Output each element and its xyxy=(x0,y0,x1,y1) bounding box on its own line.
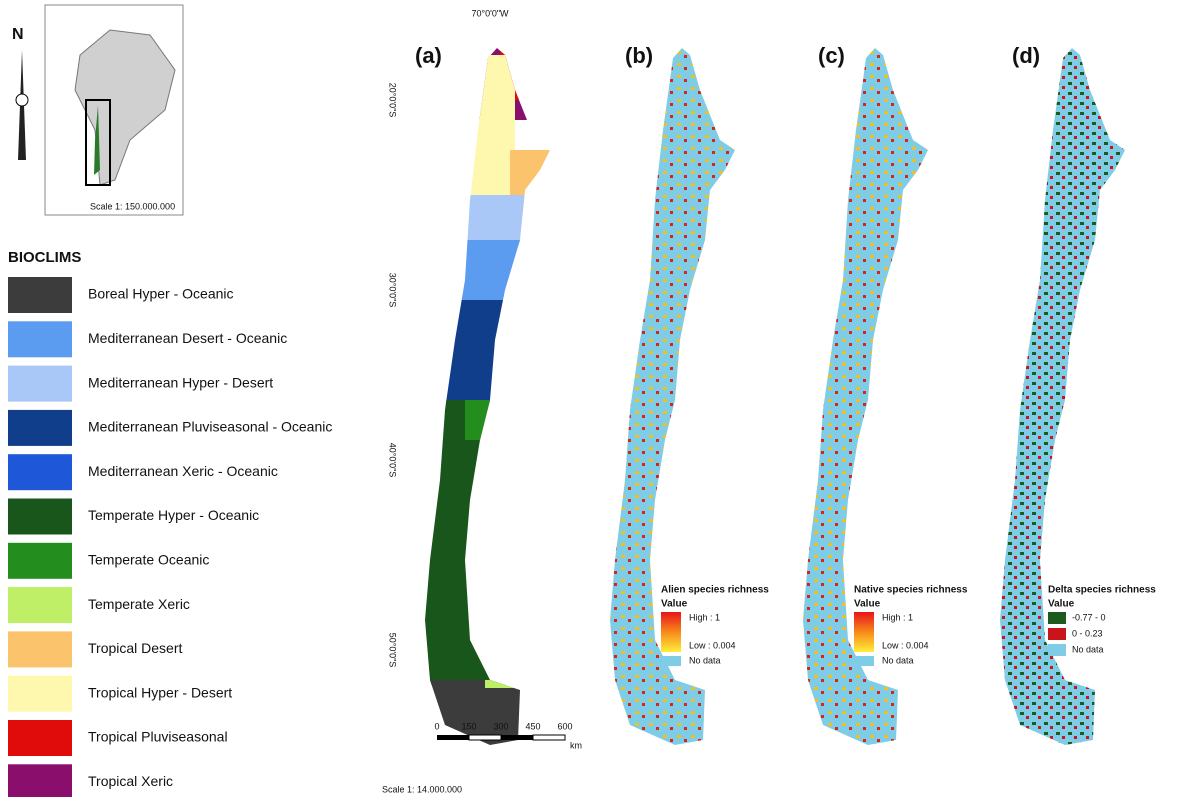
map-d xyxy=(1000,48,1125,745)
legend-label: Temperate Hyper - Oceanic xyxy=(88,507,259,523)
scale-tick-label: 300 xyxy=(493,721,508,731)
legend-swatch xyxy=(8,277,72,313)
legend-gradient xyxy=(661,612,681,652)
latitude-label: 40°0'0"S xyxy=(388,443,398,478)
scale-tick-label: 150 xyxy=(461,721,476,731)
legend-title: BIOCLIMS xyxy=(8,249,81,266)
panel-label: (d) xyxy=(1012,43,1040,68)
latitude-label: 20°0'0"S xyxy=(388,83,398,118)
legend-label: Boreal Hyper - Oceanic xyxy=(88,286,234,302)
legend-label: Temperate Oceanic xyxy=(88,552,209,568)
legend-label: Tropical Desert xyxy=(88,640,183,656)
legend-title: Delta species richness xyxy=(1048,585,1156,596)
scale-tick-label: 450 xyxy=(525,721,540,731)
inset-scale: Scale 1: 150.000.000 xyxy=(90,201,175,211)
legend-entry: Low : 0.004 xyxy=(882,640,929,650)
legend-entry: 0 - 0.23 xyxy=(1072,628,1103,638)
scale-tick-label: 600 xyxy=(557,721,572,731)
longitude-label: 70°0'0"W xyxy=(471,8,509,18)
latitude-label: 50°0'0"S xyxy=(388,633,398,668)
figure: Scale 1: 150.000.000 N BIOCLIMS Boreal H… xyxy=(0,0,1197,797)
map-a xyxy=(420,40,640,750)
legend-entry: High : 1 xyxy=(689,612,720,622)
scale-bar xyxy=(437,735,565,740)
scale-tick-label: 0 xyxy=(434,721,439,731)
legend-entry: -0.77 - 0 xyxy=(1072,612,1106,622)
legend-gradient xyxy=(854,612,874,652)
legend-label: Tropical Pluviseasonal xyxy=(88,729,228,745)
legend-swatch xyxy=(8,499,72,535)
latitude-label: 30°0'0"S xyxy=(388,273,398,308)
legend-label: Mediterranean Xeric - Oceanic xyxy=(88,463,278,479)
legend-swatch xyxy=(1048,612,1066,624)
north-circle xyxy=(16,94,28,106)
legend-swatch xyxy=(8,631,72,667)
panel-label: (c) xyxy=(818,43,845,68)
map-scale: Scale 1: 14.000.000 xyxy=(382,784,462,794)
panel-label: (b) xyxy=(625,43,653,68)
legend-swatch xyxy=(8,454,72,490)
legend-swatch xyxy=(1048,628,1066,640)
legend-entry: Low : 0.004 xyxy=(689,640,736,650)
legend-swatch xyxy=(8,587,72,623)
legend-swatch xyxy=(854,656,874,666)
legend-swatch xyxy=(8,410,72,446)
legend-entry: High : 1 xyxy=(882,612,913,622)
legend-label: Tropical Hyper - Desert xyxy=(88,684,232,700)
legend-value: Value xyxy=(854,599,881,610)
legend-swatch xyxy=(8,764,72,797)
legend-label: Mediterranean Pluviseasonal - Oceanic xyxy=(88,419,332,435)
north-label: N xyxy=(12,26,24,43)
legend-swatch xyxy=(8,543,72,579)
legend-entry: No data xyxy=(689,655,721,665)
legend-swatch xyxy=(8,366,72,402)
legend-swatch xyxy=(1048,644,1066,656)
legend-entry: No data xyxy=(1072,644,1104,654)
legend-label: Tropical Xeric xyxy=(88,773,173,789)
legend-swatch xyxy=(8,720,72,756)
legend-label: Mediterranean Desert - Oceanic xyxy=(88,330,287,346)
legend-swatch xyxy=(661,656,681,666)
legend-label: Temperate Xeric xyxy=(88,596,190,612)
scale-unit: km xyxy=(570,740,582,750)
legend-title: Native species richness xyxy=(854,585,968,596)
panel-label: (a) xyxy=(415,43,442,68)
legend-entry: No data xyxy=(882,655,914,665)
legend-swatch xyxy=(8,676,72,712)
legend-value: Value xyxy=(1048,599,1075,610)
legend-value: Value xyxy=(661,599,688,610)
legend-swatch xyxy=(8,321,72,357)
legend-title: Alien species richness xyxy=(661,585,769,596)
legend-label: Mediterranean Hyper - Desert xyxy=(88,374,273,390)
